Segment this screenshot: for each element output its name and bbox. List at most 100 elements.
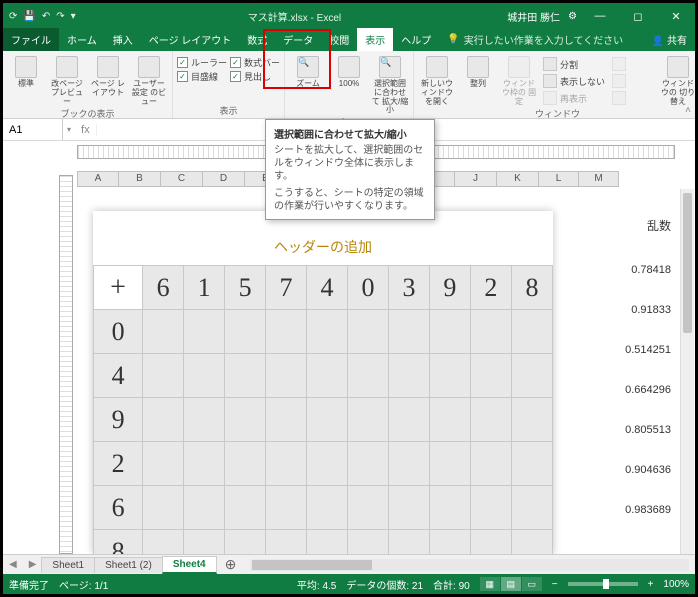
pagebreak-view-icon[interactable]: ▭ xyxy=(522,577,542,591)
top-header-cell[interactable]: 7 xyxy=(266,266,307,310)
ribbon-options-icon[interactable]: ⚙ xyxy=(568,11,577,22)
grid-cell[interactable] xyxy=(429,354,470,398)
grid-cell[interactable] xyxy=(266,442,307,486)
grid-cell[interactable] xyxy=(266,310,307,354)
left-header-cell[interactable]: 6 xyxy=(94,486,143,530)
tab-file[interactable]: ファイル xyxy=(3,28,59,51)
share-button[interactable]: 👤 共有 xyxy=(644,28,695,51)
custom-views-button[interactable]: ユーザー設定 のビュー xyxy=(130,54,168,106)
grid-cell[interactable] xyxy=(388,398,429,442)
tab-insert[interactable]: 挿入 xyxy=(105,28,141,51)
gridlines-checkbox[interactable]: ✓目盛線 xyxy=(177,70,227,83)
left-header-cell[interactable]: 4 xyxy=(94,354,143,398)
page-layout-button[interactable]: ページ レイアウト xyxy=(89,54,127,98)
grid-cell[interactable] xyxy=(348,398,389,442)
grid-cell[interactable] xyxy=(429,530,470,555)
grid-cell[interactable] xyxy=(307,486,348,530)
top-header-cell[interactable]: 8 xyxy=(511,266,552,310)
grid-cell[interactable] xyxy=(307,354,348,398)
grid-cell[interactable] xyxy=(143,398,184,442)
tab-help[interactable]: ヘルプ xyxy=(393,28,439,51)
grid-cell[interactable] xyxy=(266,530,307,555)
zoom-level[interactable]: 100% xyxy=(663,579,689,590)
left-header-cell[interactable]: 9 xyxy=(94,398,143,442)
top-header-cell[interactable]: 9 xyxy=(429,266,470,310)
grid-cell[interactable] xyxy=(307,398,348,442)
zoom-100-button[interactable]: 100% xyxy=(330,54,368,89)
sheet-tab-1[interactable]: Sheet1 xyxy=(41,557,95,573)
normal-view-button[interactable]: 標準 xyxy=(7,54,45,89)
grid-cell[interactable] xyxy=(511,530,552,555)
grid-cell[interactable] xyxy=(388,442,429,486)
tab-formulas[interactable]: 数式 xyxy=(239,28,275,51)
column-header-C[interactable]: C xyxy=(161,171,203,187)
grid-cell[interactable] xyxy=(511,398,552,442)
grid-cell[interactable] xyxy=(225,442,266,486)
grid-cell[interactable] xyxy=(143,442,184,486)
grid-cell[interactable] xyxy=(511,354,552,398)
grid-cell[interactable] xyxy=(266,486,307,530)
arrange-button[interactable]: 整列 xyxy=(459,54,497,89)
hscroll-thumb[interactable] xyxy=(252,560,372,570)
grid-cell[interactable] xyxy=(470,310,511,354)
grid-cell[interactable] xyxy=(388,530,429,555)
grid-cell[interactable] xyxy=(470,486,511,530)
grid-cell[interactable] xyxy=(184,310,225,354)
sheet-nav-next-icon[interactable]: ▶ xyxy=(23,559,43,570)
grid-cell[interactable] xyxy=(348,310,389,354)
grid-cell[interactable] xyxy=(429,310,470,354)
left-header-cell[interactable]: 2 xyxy=(94,442,143,486)
zoom-out-button[interactable]: − xyxy=(552,579,558,590)
grid-cell[interactable] xyxy=(266,354,307,398)
formulabar-checkbox[interactable]: ✓数式バー xyxy=(230,56,280,69)
top-header-cell[interactable]: 0 xyxy=(348,266,389,310)
column-header-B[interactable]: B xyxy=(119,171,161,187)
top-header-cell[interactable]: 5 xyxy=(225,266,266,310)
ruler-checkbox[interactable]: ✓ルーラー xyxy=(177,56,227,69)
zoom-in-button[interactable]: + xyxy=(648,579,654,590)
grid-cell[interactable] xyxy=(225,398,266,442)
grid-cell[interactable] xyxy=(184,530,225,555)
zoom-selection-button[interactable]: 🔍選択範囲に合わせて 拡大/縮小 xyxy=(371,54,409,115)
qat-dropdown-icon[interactable]: ▾ xyxy=(71,11,76,22)
grid-cell[interactable] xyxy=(429,486,470,530)
grid-cell[interactable] xyxy=(388,354,429,398)
grid-cell[interactable] xyxy=(184,398,225,442)
zoom-button[interactable]: 🔍ズーム xyxy=(289,54,327,89)
column-header-A[interactable]: A xyxy=(77,171,119,187)
tellme-search[interactable]: 💡 実行したい作業を入力してください xyxy=(439,28,631,51)
collapse-ribbon-icon[interactable]: ˄ xyxy=(685,105,691,116)
grid-cell[interactable] xyxy=(511,486,552,530)
grid-cell[interactable] xyxy=(143,530,184,555)
grid-cell[interactable] xyxy=(388,310,429,354)
grid-cell[interactable] xyxy=(266,398,307,442)
top-header-cell[interactable]: 4 xyxy=(307,266,348,310)
username[interactable]: 城井田 勝仁 xyxy=(507,9,560,24)
grid-cell[interactable] xyxy=(348,486,389,530)
left-header-cell[interactable]: 0 xyxy=(94,310,143,354)
zoom-thumb[interactable] xyxy=(603,579,609,589)
grid-cell[interactable] xyxy=(348,530,389,555)
grid-cell[interactable] xyxy=(225,530,266,555)
grid-cell[interactable] xyxy=(348,442,389,486)
column-header-L[interactable]: L xyxy=(539,171,579,187)
grid-cell[interactable] xyxy=(429,398,470,442)
fx-icon[interactable]: fx xyxy=(75,124,97,136)
grid-cell[interactable] xyxy=(511,310,552,354)
grid-cell[interactable] xyxy=(307,310,348,354)
switch-windows-button[interactable]: ウィンドウの 切り替え xyxy=(659,54,697,106)
top-header-cell[interactable]: 2 xyxy=(470,266,511,310)
pagelayout-view-icon[interactable]: ▤ xyxy=(501,577,521,591)
name-box[interactable]: A1 xyxy=(3,119,63,140)
pagebreak-preview-button[interactable]: 改ページ プレビュー xyxy=(48,54,86,106)
grid-cell[interactable] xyxy=(225,310,266,354)
new-window-button[interactable]: 新しいウィンドウ を開く xyxy=(418,54,456,106)
grid-cell[interactable] xyxy=(348,354,389,398)
grid-cell[interactable] xyxy=(470,354,511,398)
column-header-K[interactable]: K xyxy=(497,171,539,187)
split-button[interactable]: 分割 xyxy=(541,56,607,72)
grid-cell[interactable] xyxy=(307,530,348,555)
redo-icon[interactable]: ↷ xyxy=(56,11,64,22)
tab-view[interactable]: 表示 xyxy=(357,28,393,51)
namebox-dropdown-icon[interactable]: ▾ xyxy=(63,125,75,134)
